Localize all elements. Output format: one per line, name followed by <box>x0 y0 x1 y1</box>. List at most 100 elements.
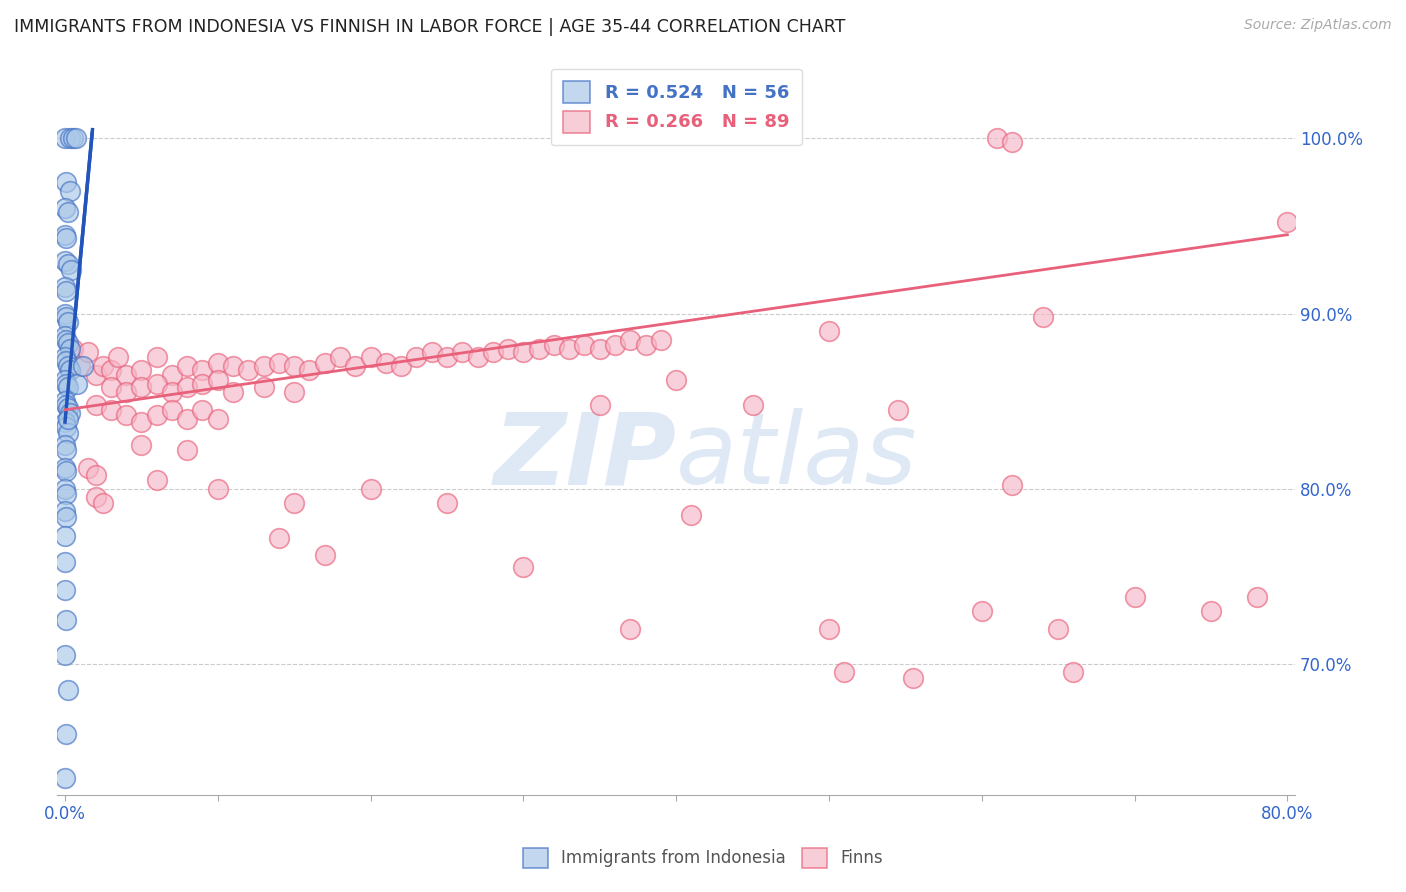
Point <box>1199 604 1222 618</box>
Point <box>53 329 76 343</box>
Point <box>267 355 290 369</box>
Point <box>314 355 336 369</box>
Point <box>100 362 122 376</box>
Point <box>574 338 596 352</box>
Point <box>176 359 198 373</box>
Point <box>58 362 80 376</box>
Point <box>1047 622 1070 636</box>
Point <box>53 227 76 242</box>
Point <box>665 373 688 387</box>
Point <box>1123 590 1146 604</box>
Point <box>1001 135 1024 149</box>
Point <box>160 402 183 417</box>
Point <box>131 438 153 452</box>
Point <box>970 604 993 618</box>
Point <box>55 487 77 501</box>
Point <box>58 131 80 145</box>
Point <box>55 353 77 368</box>
Point <box>1032 310 1054 324</box>
Point <box>298 362 321 376</box>
Point <box>55 175 77 189</box>
Point <box>222 385 245 400</box>
Point <box>267 531 290 545</box>
Point <box>283 495 305 509</box>
Point <box>53 351 76 365</box>
Point <box>191 362 214 376</box>
Point <box>107 351 129 365</box>
Point <box>69 359 91 373</box>
Point <box>207 482 229 496</box>
Point <box>53 583 76 598</box>
Point <box>832 665 855 680</box>
Legend: Immigrants from Indonesia, Finns: Immigrants from Indonesia, Finns <box>516 841 890 875</box>
Point <box>56 411 79 425</box>
Point <box>145 376 167 391</box>
Point <box>60 262 83 277</box>
Point <box>360 351 382 365</box>
Point <box>55 398 77 412</box>
Point <box>986 131 1008 145</box>
Point <box>53 131 76 145</box>
Point <box>1246 590 1268 604</box>
Point <box>53 482 76 496</box>
Point <box>512 560 534 574</box>
Point <box>603 338 626 352</box>
Point <box>222 359 245 373</box>
Point <box>374 355 396 369</box>
Point <box>634 338 657 352</box>
Point <box>619 622 641 636</box>
Point <box>901 671 924 685</box>
Point <box>283 359 305 373</box>
Point <box>58 184 80 198</box>
Point <box>145 351 167 365</box>
Point <box>496 342 519 356</box>
Point <box>53 373 76 387</box>
Point <box>1277 215 1299 229</box>
Point <box>56 683 79 698</box>
Point <box>436 351 458 365</box>
Point <box>66 376 89 391</box>
Point <box>55 727 77 741</box>
Point <box>131 380 153 394</box>
Point <box>115 408 138 422</box>
Point <box>451 345 474 359</box>
Point <box>53 529 76 543</box>
Point <box>1062 665 1084 680</box>
Point <box>436 495 458 509</box>
Point <box>314 548 336 562</box>
Point <box>84 368 107 382</box>
Point <box>91 495 114 509</box>
Point <box>91 359 114 373</box>
Point <box>77 460 100 475</box>
Point <box>818 324 841 338</box>
Point <box>56 205 79 219</box>
Point <box>115 385 138 400</box>
Point <box>53 202 76 216</box>
Point <box>589 398 612 412</box>
Point <box>53 438 76 452</box>
Point <box>56 258 79 272</box>
Point <box>55 310 77 324</box>
Point <box>420 345 443 359</box>
Point <box>558 342 581 356</box>
Point <box>58 406 80 420</box>
Text: Source: ZipAtlas.com: Source: ZipAtlas.com <box>1244 18 1392 32</box>
Text: atlas: atlas <box>676 409 918 505</box>
Point <box>589 342 612 356</box>
Point <box>283 385 305 400</box>
Point <box>650 333 672 347</box>
Point <box>58 342 80 356</box>
Point <box>329 351 352 365</box>
Point <box>55 509 77 524</box>
Point <box>55 464 77 478</box>
Point <box>160 368 183 382</box>
Point <box>681 508 703 522</box>
Point <box>252 359 274 373</box>
Point <box>56 336 79 351</box>
Point <box>145 473 167 487</box>
Point <box>176 380 198 394</box>
Point <box>55 443 77 458</box>
Point <box>360 482 382 496</box>
Point <box>56 425 79 440</box>
Point <box>55 376 77 391</box>
